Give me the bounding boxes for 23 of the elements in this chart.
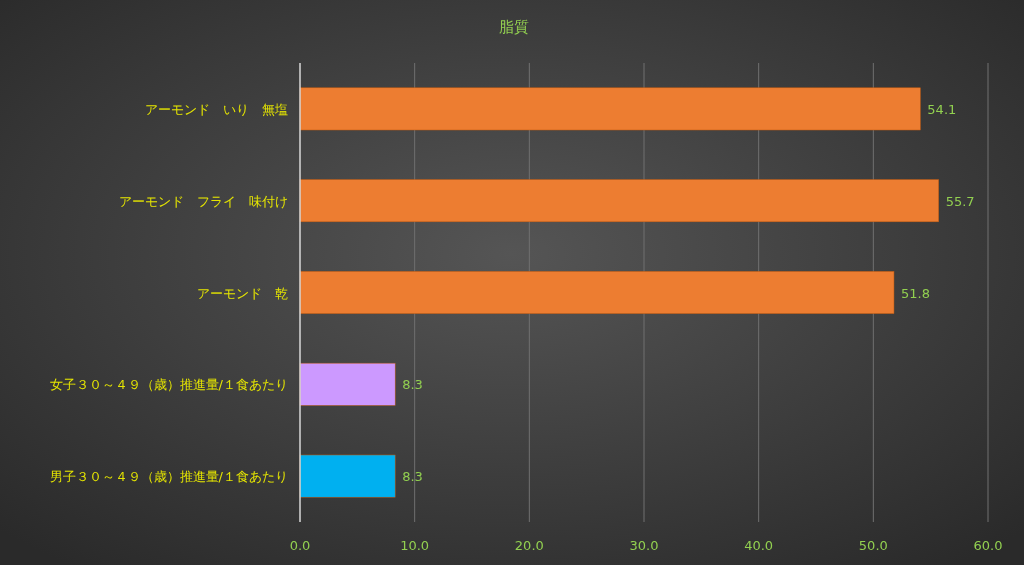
x-tick-label: 30.0	[629, 538, 659, 553]
data-label: 54.1	[927, 101, 957, 117]
x-tick-label: 20.0	[514, 538, 544, 553]
data-label: 55.7	[945, 193, 975, 209]
data-label: 8.3	[402, 377, 423, 393]
bar	[299, 179, 939, 223]
x-tick-label: 60.0	[973, 538, 1003, 553]
y-tick-label: アーモンド 乾	[197, 285, 288, 301]
bar	[299, 271, 895, 314]
bar	[299, 87, 921, 131]
x-tick-label: 10.0	[400, 538, 430, 553]
bar	[299, 454, 396, 498]
data-label: 51.8	[900, 285, 930, 301]
y-tick-label: アーモンド フライ 味付け	[119, 193, 288, 209]
chart-title: 脂質	[499, 18, 529, 36]
y-tick-label: 男子３０～４９（歳）推進量/１食あたり	[49, 469, 288, 485]
y-tick-label: 女子３０～４９（歳）推進量/１食あたり	[49, 377, 288, 393]
bar	[299, 362, 396, 406]
y-tick-label: アーモンド いり 無塩	[145, 101, 288, 117]
x-tick-label: 50.0	[858, 538, 888, 553]
data-label: 8.3	[402, 469, 423, 485]
x-tick-label: 0.0	[289, 538, 311, 553]
x-tick-label: 40.0	[744, 538, 774, 553]
